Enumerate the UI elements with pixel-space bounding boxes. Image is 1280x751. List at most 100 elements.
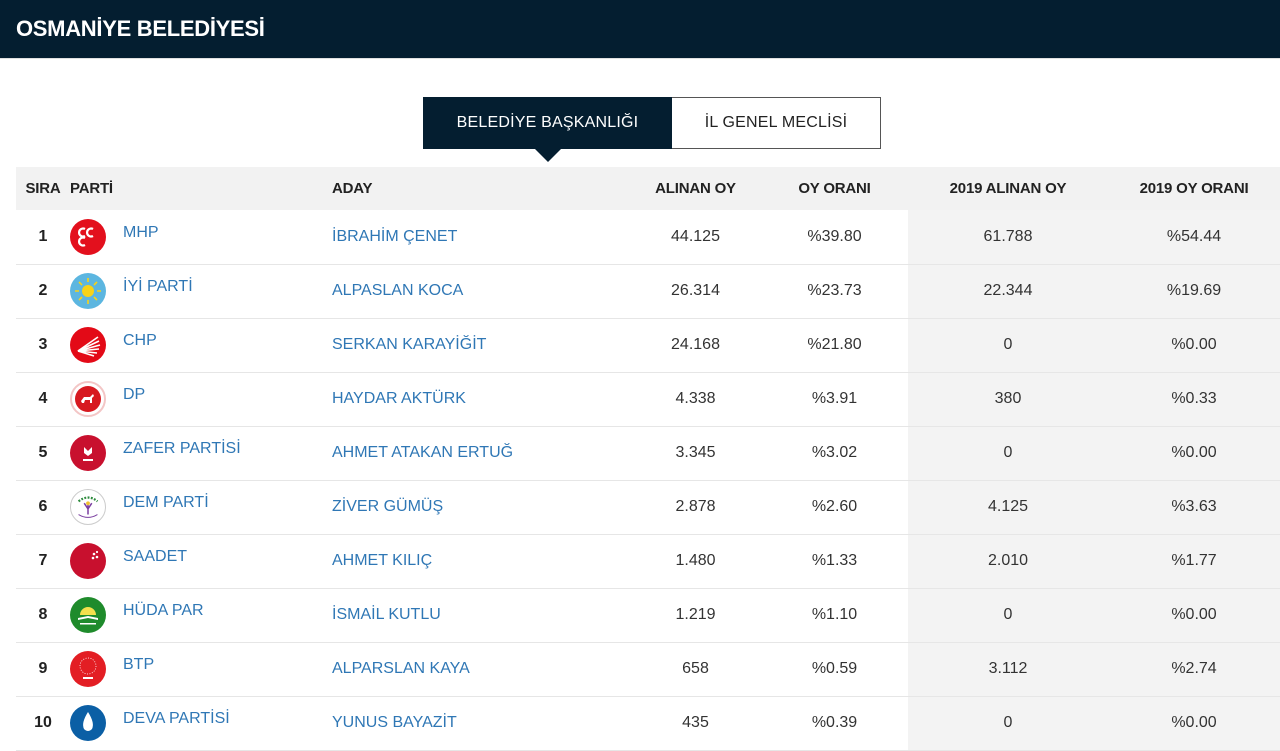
vote-rate-2019: %0.00 <box>1108 588 1280 642</box>
candidate-cell: AHMET KILIÇ <box>332 534 630 588</box>
table-row: 6 DEM PARTİ ZİVER GÜMÜŞ 2.878 %2.60 4.12… <box>16 480 1280 534</box>
votes-2019: 61.788 <box>908 210 1108 264</box>
rank: 3 <box>38 336 48 353</box>
candidate-link[interactable]: YUNUS BAYAZİT <box>332 714 457 731</box>
col-alinan-oy: ALINAN OY <box>655 180 736 197</box>
candidate-link[interactable]: AHMET KILIÇ <box>332 552 433 569</box>
candidate-link[interactable]: HAYDAR AKTÜRK <box>332 390 466 407</box>
candidate-cell: SERKAN KARAYİĞİT <box>332 318 630 372</box>
party-link[interactable]: DEVA PARTİSİ <box>123 710 230 727</box>
votes-2019: 0 <box>908 426 1108 480</box>
votes-2019: 3.112 <box>908 642 1108 696</box>
votes-2019: 0 <box>908 588 1108 642</box>
party-link[interactable]: SAADET <box>123 548 188 565</box>
tab-belediye-baskanligi[interactable]: BELEDİYE BAŞKANLIĞI <box>423 97 672 149</box>
rank: 6 <box>38 498 48 515</box>
votes: 3.345 <box>675 444 716 461</box>
candidate-cell: ALPARSLAN KAYA <box>332 642 630 696</box>
vote-rate-2019: %1.77 <box>1108 534 1280 588</box>
party-link[interactable]: MHP <box>123 223 159 241</box>
candidate-link[interactable]: ALPARSLAN KAYA <box>332 660 470 677</box>
party-link[interactable]: CHP <box>123 332 157 349</box>
vote-rate: %3.02 <box>811 444 858 461</box>
votes-2019: 4.125 <box>908 480 1108 534</box>
party-cell: SAADET <box>70 534 332 588</box>
col-parti: PARTİ <box>70 180 113 197</box>
table-row: 5 ZAFER PARTİSİ AHMET ATAKAN ERTUĞ 3.345… <box>16 426 1280 480</box>
party-link[interactable]: İYİ PARTİ <box>123 278 193 295</box>
vote-rate-2019: %0.00 <box>1108 696 1280 750</box>
party-link[interactable]: BTP <box>123 656 155 673</box>
hudapar-logo-icon <box>70 597 106 633</box>
table-row: 9 BTP ALPARSLAN KAYA 658 %0.59 3.112 %2.… <box>16 642 1280 696</box>
party-cell: BTP <box>70 642 332 696</box>
iyi-logo-icon <box>70 273 106 309</box>
party-cell: CHP <box>70 318 332 372</box>
candidate-link[interactable]: İSMAİL KUTLU <box>332 606 441 623</box>
btp-logo-icon <box>70 651 106 687</box>
vote-rate: %23.73 <box>807 282 862 299</box>
votes-2019: 2.010 <box>908 534 1108 588</box>
vote-rate-2019: %0.33 <box>1108 372 1280 426</box>
votes-2019: 22.344 <box>908 264 1108 318</box>
votes: 26.314 <box>671 282 720 299</box>
table-row: 4 DP HAYDAR AKTÜRK 4.338 %3.91 380 %0.33 <box>16 372 1280 426</box>
party-link[interactable]: DEM PARTİ <box>123 494 209 511</box>
candidate-cell: AHMET ATAKAN ERTUĞ <box>332 426 630 480</box>
col-2019-alinan-oy: 2019 ALINAN OY <box>949 180 1067 197</box>
vote-rate: %1.33 <box>811 552 858 569</box>
rank: 4 <box>38 390 48 407</box>
vote-rate: %0.39 <box>811 714 858 731</box>
chp-logo-icon <box>70 327 106 363</box>
candidate-link[interactable]: ZİVER GÜMÜŞ <box>332 498 444 515</box>
candidate-cell: YUNUS BAYAZİT <box>332 696 630 750</box>
party-cell: ZAFER PARTİSİ <box>70 426 332 480</box>
candidate-link[interactable]: AHMET ATAKAN ERTUĞ <box>332 444 514 461</box>
party-cell: DEM PARTİ <box>70 480 332 534</box>
rank: 10 <box>34 714 52 731</box>
saadet-logo-icon <box>70 543 106 579</box>
votes-2019: 380 <box>908 372 1108 426</box>
vote-rate: %21.80 <box>807 336 862 353</box>
tab-il-genel-meclisi[interactable]: İL GENEL MECLİSİ <box>672 97 881 149</box>
candidate-cell: HAYDAR AKTÜRK <box>332 372 630 426</box>
candidate-cell: İSMAİL KUTLU <box>332 588 630 642</box>
votes: 1.219 <box>675 606 716 623</box>
candidate-cell: İBRAHİM ÇENET <box>332 210 630 264</box>
vote-rate-2019: %2.74 <box>1108 642 1280 696</box>
votes: 2.878 <box>675 498 716 515</box>
votes: 435 <box>682 714 709 731</box>
candidate-cell: ALPASLAN KOCA <box>332 264 630 318</box>
party-cell: İYİ PARTİ <box>70 264 332 318</box>
candidate-link[interactable]: ALPASLAN KOCA <box>332 282 464 299</box>
table-row: 1 MHP İBRAHİM ÇENET 44.125 %39.80 61.788… <box>16 210 1280 264</box>
candidate-link[interactable]: İBRAHİM ÇENET <box>332 227 458 245</box>
candidate-link[interactable]: SERKAN KARAYİĞİT <box>332 336 487 353</box>
votes: 24.168 <box>671 336 720 353</box>
col-aday: ADAY <box>332 180 373 197</box>
rank: 1 <box>38 227 48 245</box>
vote-rate: %39.80 <box>807 227 862 245</box>
party-link[interactable]: ZAFER PARTİSİ <box>123 440 241 457</box>
party-link[interactable]: HÜDA PAR <box>123 602 204 619</box>
dp-logo-icon <box>70 381 106 417</box>
party-cell: MHP <box>70 210 332 264</box>
party-cell: HÜDA PAR <box>70 588 332 642</box>
mhp-logo-icon <box>70 218 106 255</box>
votes-2019: 0 <box>908 696 1108 750</box>
table-row: 8 HÜDA PAR İSMAİL KUTLU 1.219 %1.10 0 %0… <box>16 588 1280 642</box>
votes: 658 <box>682 660 709 677</box>
table-header-row: SIRA PARTİ ADAY ALINAN OY OY ORANI 2019 … <box>16 167 1280 210</box>
vote-rate: %3.91 <box>811 390 858 407</box>
party-cell: DEVA PARTİSİ <box>70 696 332 750</box>
party-link[interactable]: DP <box>123 386 146 403</box>
rank: 9 <box>38 660 48 677</box>
col-sira: SIRA <box>25 180 61 197</box>
page-title: OSMANİYE BELEDİYESİ <box>16 16 265 41</box>
tab-bar: BELEDİYE BAŞKANLIĞI İL GENEL MECLİSİ <box>423 97 881 149</box>
votes: 4.338 <box>675 390 716 407</box>
rank: 2 <box>38 282 48 299</box>
votes-2019: 0 <box>908 318 1108 372</box>
page-header: OSMANİYE BELEDİYESİ <box>0 0 1280 59</box>
vote-rate-2019: %0.00 <box>1108 426 1280 480</box>
